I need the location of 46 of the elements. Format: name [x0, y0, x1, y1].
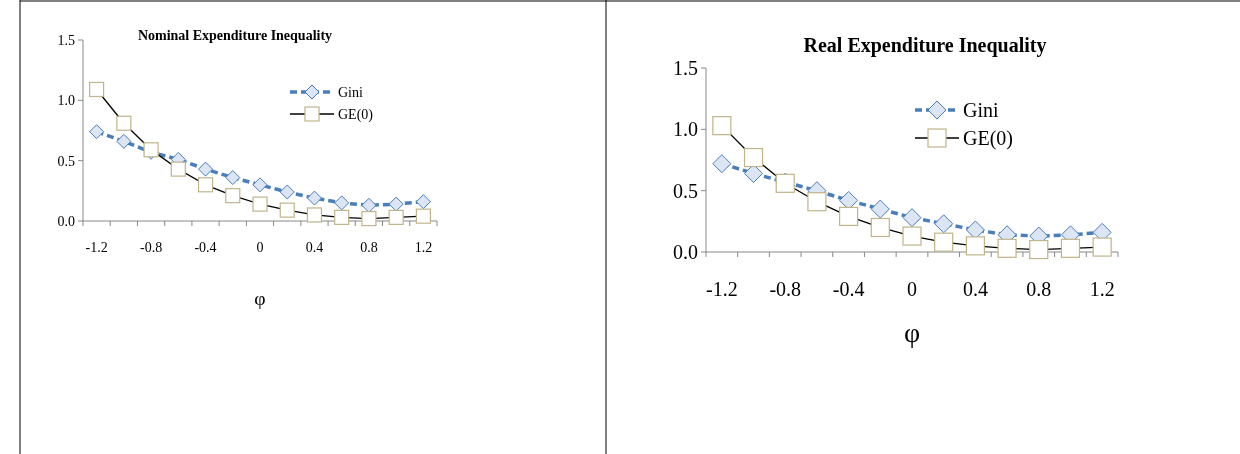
point [870, 199, 890, 219]
x-axis-title: φ [254, 288, 266, 309]
x-tick-label: -1.2 [85, 239, 108, 255]
chart-title: Real Expenditure Inequality [803, 34, 1047, 57]
x-tick-label: -0.8 [769, 278, 802, 300]
point [225, 170, 241, 186]
y-tick-label: 1.0 [57, 93, 75, 109]
x-tick-label: -0.4 [832, 278, 865, 300]
legend-label: Gini [338, 84, 363, 100]
point [198, 161, 214, 177]
point [934, 214, 954, 234]
y-tick-label: 1.0 [673, 118, 698, 141]
x-axis-title: φ [903, 317, 921, 348]
legend-label: GE(0) [338, 106, 374, 123]
y-tick-label: 1.5 [673, 57, 698, 79]
point [334, 195, 350, 211]
y-tick-label: 1.5 [57, 32, 75, 48]
y-tick-label: 0.5 [673, 179, 698, 202]
y-tick-label: 0.5 [57, 153, 75, 169]
chart-title: Nominal Expenditure Inequality [137, 28, 333, 43]
point [116, 133, 132, 149]
x-tick-label: 0.4 [305, 239, 324, 255]
point [839, 190, 859, 210]
point [712, 154, 732, 174]
point [279, 184, 295, 200]
y-tick-label: 0.0 [57, 213, 75, 229]
x-tick-label: -0.8 [139, 239, 163, 255]
point [388, 196, 404, 212]
x-tick-label: 0 [256, 239, 264, 255]
legend-label: GE(0) [963, 127, 1013, 150]
x-tick-label: 0 [907, 278, 917, 300]
y-tick-label: 0.0 [673, 241, 698, 263]
legend-label: Gini [963, 99, 999, 121]
point [252, 177, 268, 193]
point [361, 197, 377, 213]
point [415, 194, 431, 210]
x-tick-label: 0.8 [360, 239, 378, 255]
point [902, 208, 922, 228]
point [89, 124, 105, 140]
point [306, 190, 322, 206]
x-tick-label: 1.2 [414, 239, 433, 255]
x-tick-label: 0.8 [1026, 278, 1052, 300]
x-tick-label: -1.2 [706, 278, 738, 300]
x-tick-label: -0.4 [194, 239, 217, 255]
x-tick-label: 0.4 [962, 278, 988, 300]
x-tick-label: 1.2 [1089, 278, 1115, 300]
